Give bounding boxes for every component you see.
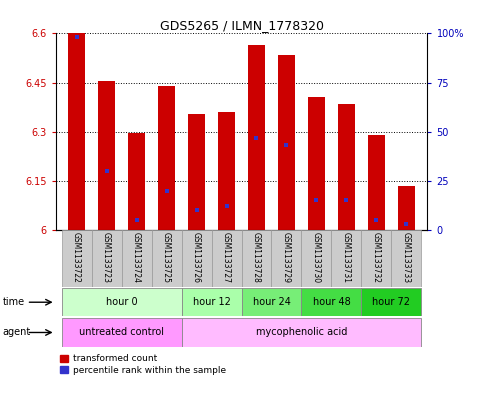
Bar — [128, 133, 145, 230]
Point — [342, 197, 350, 204]
Bar — [271, 230, 301, 287]
Text: GSM1133730: GSM1133730 — [312, 231, 321, 283]
Bar — [158, 86, 175, 230]
Text: GSM1133723: GSM1133723 — [102, 231, 111, 283]
Text: GSM1133733: GSM1133733 — [402, 231, 411, 283]
Text: GSM1133728: GSM1133728 — [252, 231, 261, 283]
Bar — [182, 288, 242, 316]
Bar — [242, 288, 301, 316]
Bar — [212, 230, 242, 287]
Text: hour 12: hour 12 — [193, 297, 230, 307]
Text: GSM1133731: GSM1133731 — [342, 231, 351, 283]
Bar — [61, 288, 182, 316]
Point — [163, 187, 170, 194]
Point — [403, 221, 411, 227]
Legend: transformed count, percentile rank within the sample: transformed count, percentile rank withi… — [60, 354, 226, 375]
Point — [193, 207, 200, 213]
Bar — [361, 288, 422, 316]
Text: hour 24: hour 24 — [253, 297, 290, 307]
Bar — [308, 97, 325, 230]
Bar — [61, 318, 182, 347]
Text: agent: agent — [2, 327, 30, 338]
Text: mycophenolic acid: mycophenolic acid — [256, 327, 347, 338]
Text: time: time — [2, 297, 25, 307]
Bar — [182, 230, 212, 287]
Bar — [182, 318, 422, 347]
Text: GSM1133724: GSM1133724 — [132, 231, 141, 283]
Text: GSM1133726: GSM1133726 — [192, 231, 201, 283]
Bar — [398, 185, 415, 230]
Point — [372, 217, 380, 223]
Bar — [361, 230, 391, 287]
Text: GSM1133722: GSM1133722 — [72, 231, 81, 283]
Bar — [368, 135, 385, 230]
Bar — [391, 230, 422, 287]
Bar — [98, 81, 115, 230]
Text: hour 72: hour 72 — [372, 297, 411, 307]
Point — [103, 168, 111, 174]
Text: GSM1133729: GSM1133729 — [282, 231, 291, 283]
Text: hour 48: hour 48 — [313, 297, 350, 307]
Bar — [122, 230, 152, 287]
Text: untreated control: untreated control — [79, 327, 164, 338]
Point — [223, 203, 230, 209]
Bar — [301, 230, 331, 287]
Bar — [68, 33, 85, 230]
Text: GSM1133732: GSM1133732 — [372, 231, 381, 283]
Point — [283, 142, 290, 149]
Bar — [338, 104, 355, 230]
Bar — [61, 230, 92, 287]
Text: hour 0: hour 0 — [106, 297, 137, 307]
Bar — [242, 230, 271, 287]
Bar — [152, 230, 182, 287]
Title: GDS5265 / ILMN_1778320: GDS5265 / ILMN_1778320 — [159, 19, 324, 32]
Bar — [92, 230, 122, 287]
Bar — [218, 112, 235, 230]
Point — [72, 34, 80, 40]
Point — [253, 134, 260, 141]
Point — [313, 197, 320, 204]
Bar — [188, 114, 205, 230]
Bar — [278, 55, 295, 230]
Point — [133, 217, 141, 223]
Bar — [301, 288, 361, 316]
Text: GSM1133727: GSM1133727 — [222, 231, 231, 283]
Bar — [331, 230, 361, 287]
Bar — [248, 45, 265, 230]
Text: GSM1133725: GSM1133725 — [162, 231, 171, 283]
